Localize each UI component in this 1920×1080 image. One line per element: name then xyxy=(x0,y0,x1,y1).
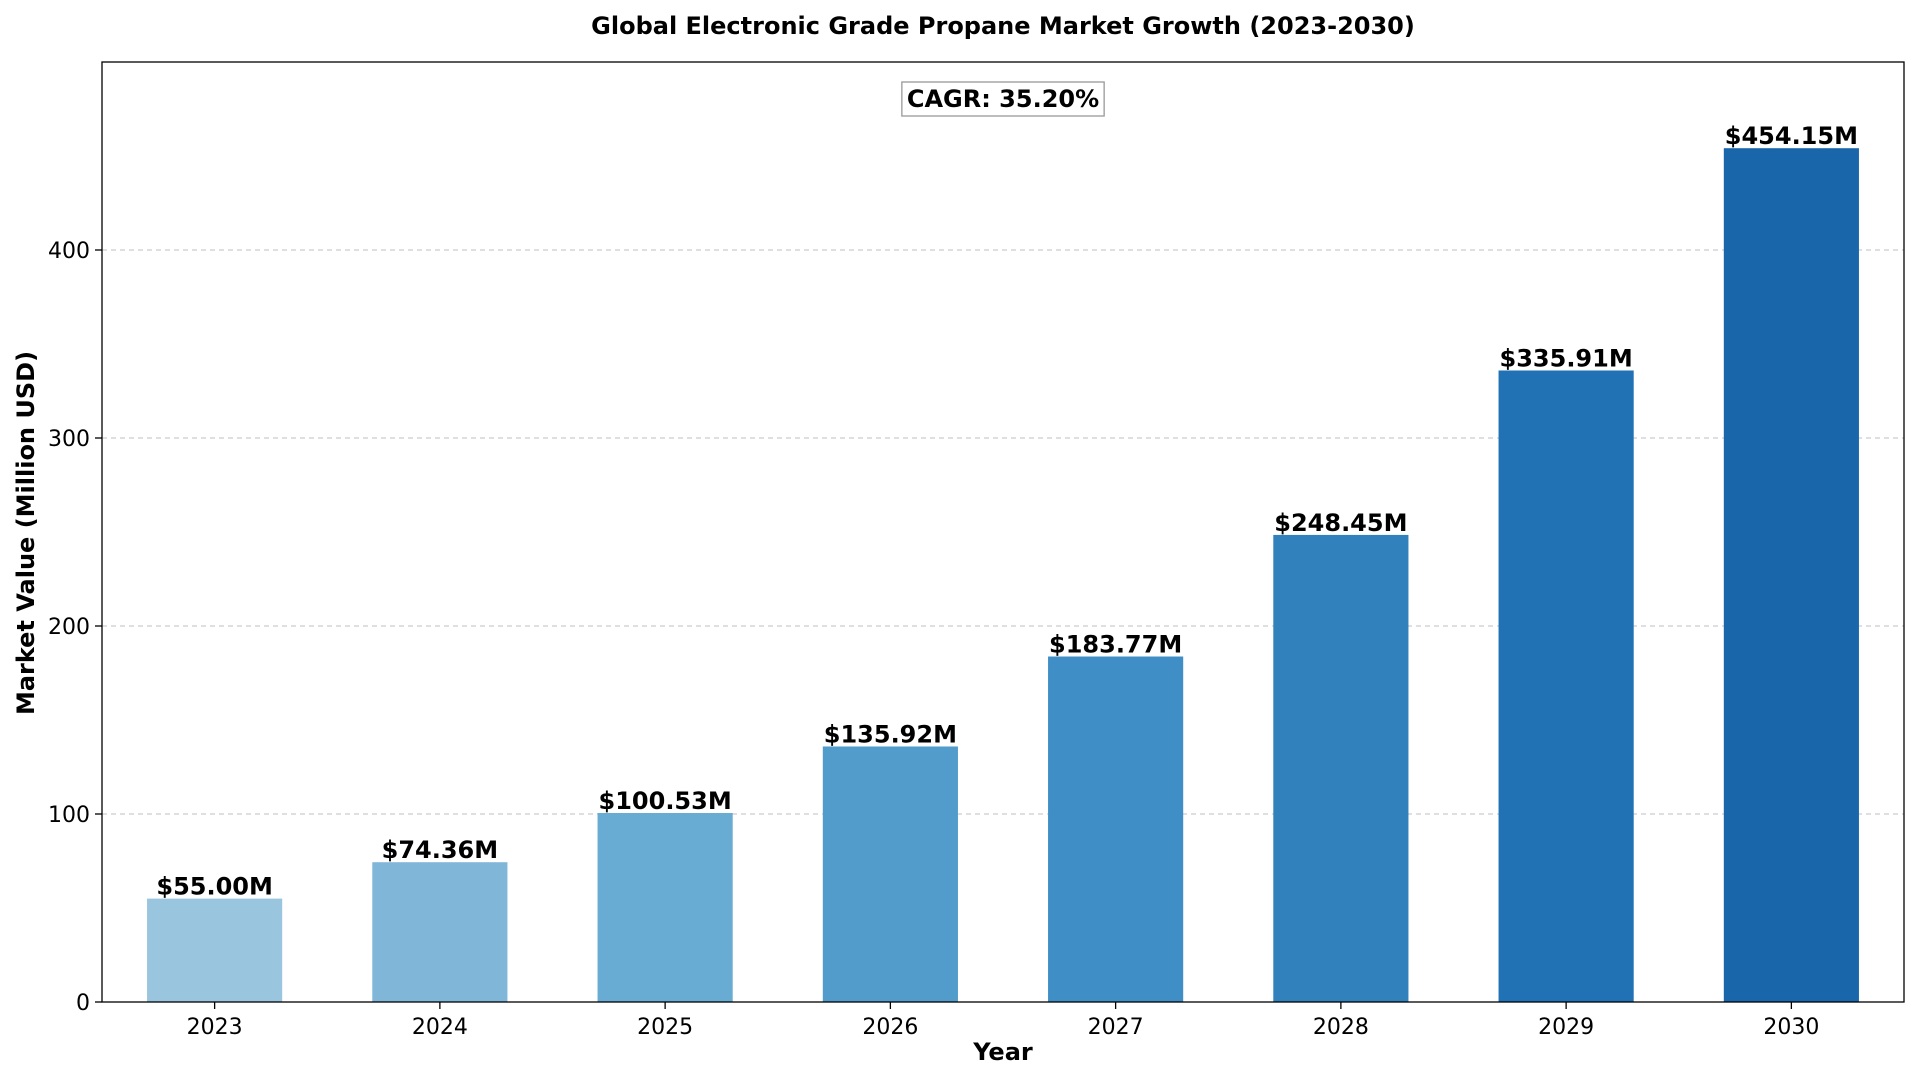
bar-2024 xyxy=(372,862,508,1002)
y-tick-label-100: 100 xyxy=(48,803,90,828)
bar-2026 xyxy=(822,746,958,1002)
x-tick-label-2028: 2028 xyxy=(1313,1015,1369,1040)
cagr-annotation-text: CAGR: 35.20% xyxy=(907,85,1099,113)
data-label-2027: $183.77M xyxy=(1049,631,1182,659)
x-tick-label-2026: 2026 xyxy=(862,1015,918,1040)
x-tick-label-2027: 2027 xyxy=(1088,1015,1144,1040)
y-tick-label-0: 0 xyxy=(76,991,90,1016)
bar-2030 xyxy=(1723,148,1859,1002)
x-tick-label-2029: 2029 xyxy=(1538,1015,1594,1040)
y-tick-label-200: 200 xyxy=(48,615,90,640)
y-tick-label-400: 400 xyxy=(48,239,90,264)
cagr-annotation: CAGR: 35.20% xyxy=(901,81,1105,117)
data-label-2025: $100.53M xyxy=(599,787,732,815)
bar-2025 xyxy=(597,813,733,1002)
plot-frame xyxy=(101,61,1905,1003)
y-axis-ticks: 0 100 200 300 400 xyxy=(48,239,102,1016)
x-axis-label: Year xyxy=(972,1038,1033,1066)
gridlines xyxy=(102,249,1904,815)
x-tick-label-2023: 2023 xyxy=(187,1015,243,1040)
data-label-2024: $74.36M xyxy=(382,836,499,864)
x-axis-ticks: 2023 2024 2025 2026 2027 2028 2029 2030 xyxy=(187,1002,1819,1040)
data-label-2030: $454.15M xyxy=(1725,122,1858,150)
data-labels: $55.00M $74.36M $100.53M $135.92M $183.77M $2… xyxy=(156,122,1858,900)
bar-2023 xyxy=(147,898,283,1002)
chart-title: Global Electronic Grade Propane Market G… xyxy=(591,12,1415,40)
y-tick-label-300: 300 xyxy=(48,427,90,452)
data-label-2029: $335.91M xyxy=(1500,344,1633,372)
data-label-2023: $55.00M xyxy=(156,873,273,901)
cagr-annotation-box xyxy=(901,81,1105,117)
bars xyxy=(147,148,1859,1002)
x-tick-label-2025: 2025 xyxy=(637,1015,693,1040)
x-tick-label-2024: 2024 xyxy=(412,1015,468,1040)
y-axis-label: Market Value (Million USD) xyxy=(12,351,40,715)
x-tick-label-2030: 2030 xyxy=(1763,1015,1819,1040)
data-label-2028: $248.45M xyxy=(1274,509,1407,537)
bar-2027 xyxy=(1048,656,1184,1002)
bar-2029 xyxy=(1498,370,1634,1002)
bar-2028 xyxy=(1273,534,1409,1002)
data-label-2026: $135.92M xyxy=(824,720,957,748)
